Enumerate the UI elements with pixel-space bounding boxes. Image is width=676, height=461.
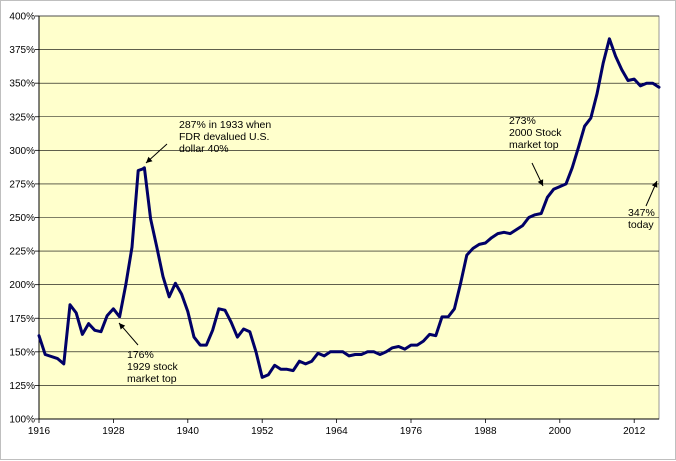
axes: 100% 125% 150% 175% 200% 225% 250% 275% 300% 325%… [9,12,659,437]
annotation-arrowhead [146,156,153,163]
y-tick-label: 125% [9,381,35,392]
annotation-text: 273% [509,115,536,127]
annotation-text: 2000 Stock [509,127,562,139]
x-tick-label: 1988 [474,426,497,437]
annotation-text: market top [127,373,177,385]
annotation-text: 176% [127,349,154,361]
annotation-text: market top [509,139,559,151]
annotation-text: 347% [628,207,655,219]
x-tick-label: 2000 [549,426,572,437]
y-tick-label: 175% [9,314,35,325]
annotation-text: today [628,219,654,231]
y-tick-label: 200% [9,280,35,291]
annotation-text: 287% in 1933 when [179,119,271,131]
y-tick-label: 250% [9,213,35,224]
y-tick-label: 350% [9,79,35,90]
y-tick-label: 275% [9,179,35,190]
x-tick-label: 1976 [400,426,423,437]
y-tick-label: 150% [9,347,35,358]
y-tick-label: 325% [9,112,35,123]
annotation-text: FDR devalued U.S. [179,131,269,143]
x-tick-label: 1964 [325,426,348,437]
x-tick-label: 1952 [251,426,274,437]
y-tick-label: 375% [9,45,35,56]
x-tick-label: 1928 [102,426,125,437]
x-tick-label: 2012 [623,426,646,437]
y-tick-label: 100% [9,415,35,426]
y-tick-label: 225% [9,247,35,258]
annotation: 347%today [628,180,658,231]
annotation-arrowhead [119,323,126,330]
series-line [37,37,661,379]
annotation-arrowhead [651,181,658,188]
annotation-text: dollar 40% [179,143,229,155]
annotation-text: 1929 stock [127,361,179,373]
x-tick-label: 1940 [177,426,200,437]
y-tick-label: 400% [9,12,35,23]
y-tick-label: 300% [9,146,35,157]
x-tick-label: 1916 [28,426,51,437]
series-layer [37,37,661,379]
annotation-arrowhead [537,179,544,186]
